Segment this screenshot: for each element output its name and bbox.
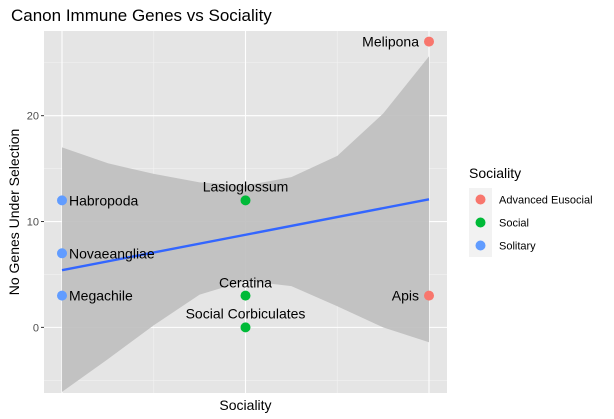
data-points xyxy=(57,36,434,333)
data-point-apis xyxy=(424,290,434,301)
trend-line xyxy=(61,198,430,272)
y-axis-title: No Genes Under Selection xyxy=(6,129,22,296)
data-point-social-corbiculates xyxy=(240,322,251,333)
legend-swatch xyxy=(475,194,486,205)
data-point-lasioglossum xyxy=(240,195,251,206)
data-point-novaeangliae xyxy=(57,248,67,259)
point-labels: Melipona Apis Lasioglossum Ceratina Social C… xyxy=(69,34,419,322)
legend-label: Advanced Eusocial xyxy=(499,195,593,207)
confidence-band xyxy=(62,56,429,392)
point-label: Lasioglossum xyxy=(203,178,289,194)
y-tick-label: 10 xyxy=(27,217,39,229)
chart-title: Canon Immune Genes vs Sociality xyxy=(11,6,272,25)
point-label: Habropoda xyxy=(69,192,138,208)
legend-swatch xyxy=(475,240,486,251)
y-tick-label: 0 xyxy=(33,322,39,334)
legend-label: Social xyxy=(499,218,529,230)
data-point-megachile xyxy=(57,290,67,301)
point-label: Novaeangliae xyxy=(69,245,155,261)
point-label: Melipona xyxy=(362,34,419,50)
data-point-melipona xyxy=(424,36,434,47)
x-axis-title: Sociality xyxy=(219,397,271,413)
legend-title: Sociality xyxy=(469,165,521,181)
point-label: Megachile xyxy=(69,288,133,304)
legend: Sociality Advanced Eusocial Social Solitar… xyxy=(469,165,593,257)
data-point-habropoda xyxy=(57,195,67,206)
point-label: Apis xyxy=(392,288,419,304)
y-tick-label: 20 xyxy=(27,111,39,123)
legend-label: Solitary xyxy=(499,241,536,253)
legend-swatch xyxy=(475,217,486,228)
y-axis-ticks: 0 10 20 xyxy=(27,111,44,334)
point-label: Social Corbiculates xyxy=(186,305,306,321)
data-point-ceratina xyxy=(240,290,251,301)
point-label: Ceratina xyxy=(219,275,272,291)
